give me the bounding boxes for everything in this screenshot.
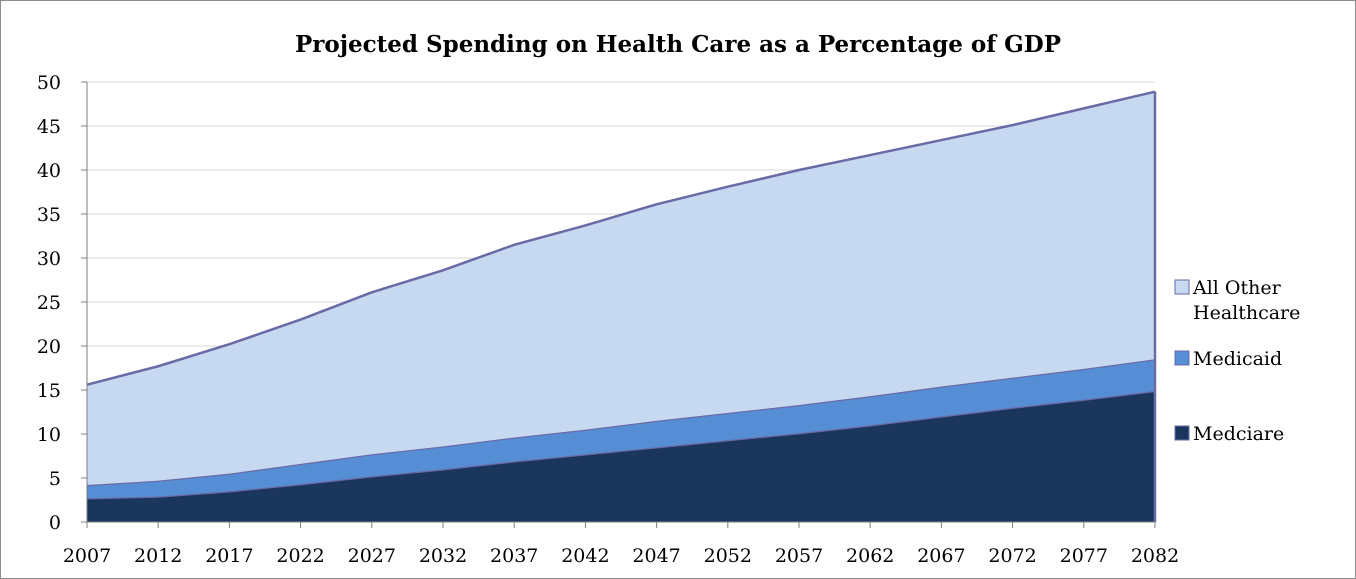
legend-label: Medciare bbox=[1193, 423, 1284, 445]
x-tick-label: 2067 bbox=[917, 545, 965, 567]
axes bbox=[81, 81, 1156, 528]
legend-label: All Other Healthcare bbox=[1192, 277, 1300, 324]
y-tick-label: 35 bbox=[37, 204, 61, 226]
x-tick-label: 2062 bbox=[846, 545, 894, 567]
legend-swatch bbox=[1174, 425, 1190, 441]
y-tick-label: 20 bbox=[37, 336, 61, 358]
legend-swatch bbox=[1174, 279, 1190, 295]
x-tick-label: 2077 bbox=[1060, 545, 1108, 567]
stacked-areas bbox=[86, 90, 1157, 522]
y-tick-label: 15 bbox=[37, 380, 61, 402]
x-tick-label: 2022 bbox=[276, 545, 324, 567]
x-tick-label: 2047 bbox=[632, 545, 680, 567]
legend-swatch bbox=[1174, 350, 1190, 366]
x-tick-label: 2037 bbox=[490, 545, 538, 567]
y-tick-label: 50 bbox=[37, 72, 61, 94]
y-tick-label: 25 bbox=[37, 292, 61, 314]
y-tick-label: 0 bbox=[49, 512, 61, 534]
x-tick-label: 2017 bbox=[205, 545, 253, 567]
x-tick-label: 2057 bbox=[775, 545, 823, 567]
x-tick-label: 2042 bbox=[561, 545, 609, 567]
x-tick-label: 2082 bbox=[1131, 545, 1179, 567]
y-tick-label: 45 bbox=[37, 116, 61, 138]
y-tick-label: 10 bbox=[37, 424, 61, 446]
y-tick-label: 30 bbox=[37, 248, 61, 270]
chart-title: Projected Spending on Health Care as a P… bbox=[295, 31, 1061, 58]
x-tick-label: 2012 bbox=[134, 545, 182, 567]
x-axis-ticks: 2007 2012 2017 2022 2027 2032 2037 2042 2047 2052… bbox=[63, 545, 1179, 567]
series-line-all-other-healthcare bbox=[86, 90, 1156, 386]
y-axis-ticks: 0 5 10 15 20 25 30 35 40 45 50 bbox=[37, 72, 61, 534]
area-all-other-healthcare bbox=[87, 91, 1155, 486]
x-tick-label: 2027 bbox=[348, 545, 396, 567]
legend: All Other Healthcare Medicaid Medciare bbox=[1174, 277, 1300, 445]
legend-label: Medicaid bbox=[1193, 348, 1282, 370]
y-tick-label: 5 bbox=[49, 468, 61, 490]
x-tick-label: 2032 bbox=[419, 545, 467, 567]
x-tick-label: 2007 bbox=[63, 545, 111, 567]
y-tick-label: 40 bbox=[37, 160, 61, 182]
x-tick-label: 2052 bbox=[704, 545, 752, 567]
x-tick-label: 2072 bbox=[988, 545, 1036, 567]
